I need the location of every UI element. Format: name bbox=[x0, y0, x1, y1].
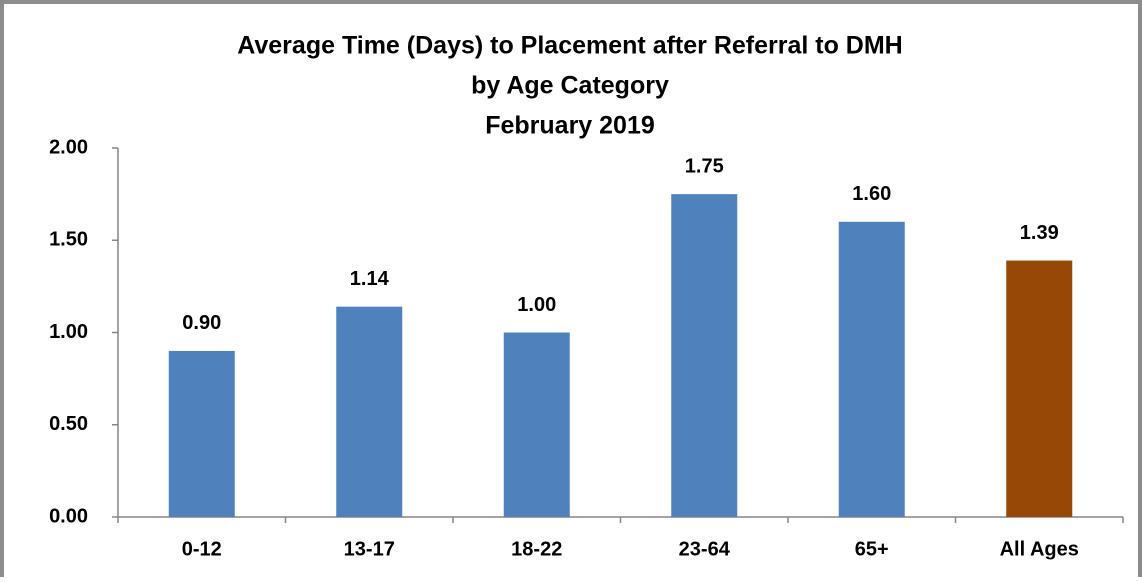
chart-title: by Age Category bbox=[471, 72, 669, 100]
x-tick-label: 13-17 bbox=[344, 538, 395, 560]
value-label: 1.75 bbox=[685, 155, 724, 177]
bar bbox=[336, 306, 403, 517]
x-tick-label: 23-64 bbox=[679, 538, 731, 560]
y-tick-label: 0.50 bbox=[49, 413, 88, 435]
bar bbox=[168, 350, 235, 517]
value-label: 1.14 bbox=[350, 268, 390, 290]
chart-title: Average Time (Days) to Placement after R… bbox=[237, 32, 903, 60]
y-tick-label: 1.50 bbox=[49, 229, 88, 251]
x-tick-label: All Ages bbox=[1000, 538, 1079, 560]
chart-title: February 2019 bbox=[485, 112, 655, 140]
x-tick-label: 18-22 bbox=[511, 538, 562, 560]
value-label: 1.00 bbox=[517, 294, 556, 316]
bar bbox=[503, 332, 570, 517]
x-tick-label: 65+ bbox=[855, 538, 889, 560]
value-label: 1.60 bbox=[852, 183, 891, 205]
y-tick-label: 1.00 bbox=[49, 321, 88, 343]
value-label: 1.39 bbox=[1020, 222, 1059, 244]
value-label: 0.90 bbox=[182, 312, 221, 334]
x-tick-label: 0-12 bbox=[182, 538, 222, 560]
bar bbox=[671, 194, 738, 517]
bar bbox=[838, 221, 905, 518]
y-tick-label: 2.00 bbox=[49, 136, 88, 158]
bar bbox=[1006, 260, 1073, 517]
y-tick-label: 0.00 bbox=[49, 505, 88, 527]
